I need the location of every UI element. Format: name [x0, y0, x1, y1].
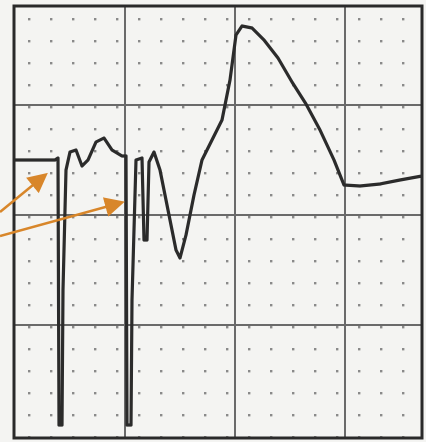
page: {} [0, 0, 426, 442]
minor-grid-dots [14, 6, 422, 438]
ecg-strip [0, 0, 426, 442]
